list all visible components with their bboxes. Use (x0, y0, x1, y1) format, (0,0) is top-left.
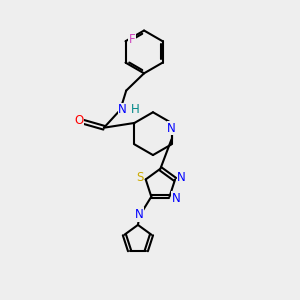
Text: N: N (118, 103, 127, 116)
Text: H: H (131, 103, 140, 116)
Text: O: O (74, 114, 83, 127)
Text: N: N (172, 192, 180, 205)
Text: F: F (129, 33, 135, 46)
Text: S: S (136, 171, 143, 184)
Text: N: N (177, 171, 186, 184)
Text: N: N (134, 208, 143, 221)
Text: N: N (167, 122, 176, 135)
